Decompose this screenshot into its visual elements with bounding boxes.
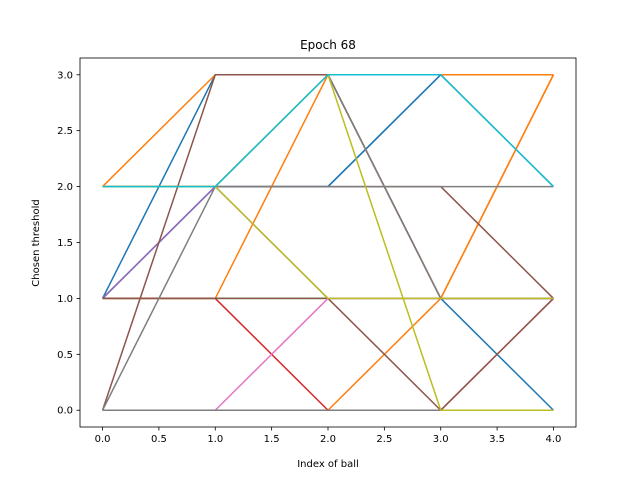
x-tick-label-6: 3.0 [433, 434, 449, 445]
x-tick-label-7: 3.5 [489, 434, 505, 445]
y-tick-label-6: 3.0 [57, 70, 73, 81]
y-tick-label-0: 0.0 [57, 406, 73, 417]
series-layer [101, 74, 555, 411]
x-tick-label-2: 1.0 [207, 434, 223, 445]
y-tick-label-3: 1.5 [57, 238, 73, 249]
y-tick-label-1: 0.5 [57, 350, 73, 361]
y-tick-label-5: 2.5 [57, 126, 73, 137]
series-line-18 [102, 74, 554, 188]
x-tick-label-0: 0.0 [95, 434, 111, 445]
axes-layer: 0.0 0.5 1.0 1.5 2.0 2.5 3.0 3.5 4.0 0.0 0.5 1.0 1.5 2… [57, 57, 577, 445]
chart-title: Epoch 68 [300, 38, 356, 52]
x-tick-label-1: 0.5 [151, 434, 167, 445]
x-tick-label-4: 2.0 [320, 434, 336, 445]
x-tick-label-5: 2.5 [376, 434, 392, 445]
x-tick-label-3: 1.5 [264, 434, 280, 445]
y-tick-label-4: 2.0 [57, 182, 73, 193]
x-axis-label: Index of ball [297, 459, 359, 470]
y-tick-label-2: 1.0 [57, 294, 73, 305]
x-tick-label-8: 4.0 [546, 434, 562, 445]
y-axis-label: Chosen threshold [31, 199, 42, 286]
